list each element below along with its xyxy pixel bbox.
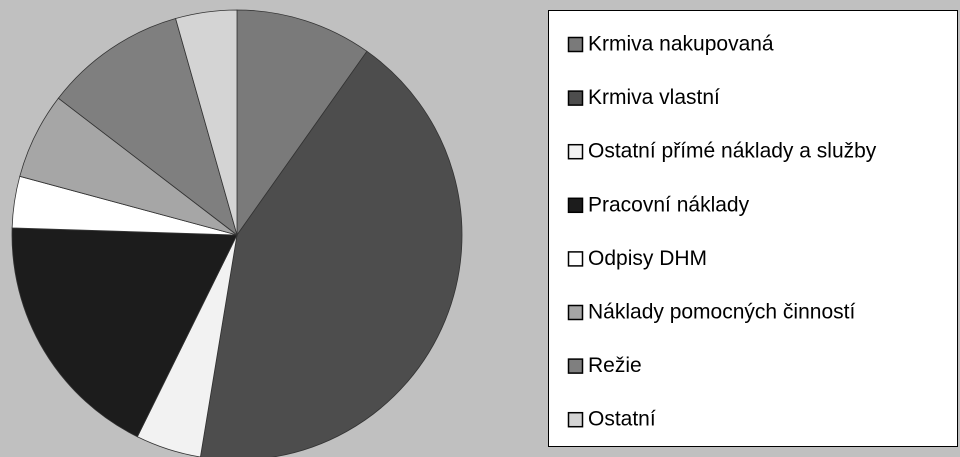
pie-slice [175,9,238,236]
pie-slice [57,18,238,237]
legend-label: Odpisy DHM [588,247,707,270]
legend-label: Ostatní [588,408,656,431]
legend-label: Pracovní náklady [588,193,750,216]
legend-swatch [567,411,584,428]
pie-slice [11,227,238,438]
pie-slice [236,9,368,237]
legend-box [548,10,958,447]
legend-label: Krmiva nakupovaná [588,33,774,56]
legend-label: Ostatní přímé náklady a služby [588,140,877,163]
legend-swatch [567,197,584,214]
legend-label: Náklady pomocných činností [588,301,855,324]
legend-label: Krmiva vlastní [588,86,720,109]
legend-swatch [567,90,584,106]
legend-swatch [567,251,584,267]
legend-swatch [567,36,584,53]
legend-swatch [567,143,584,160]
legend-label: Režie [588,354,642,377]
pie-slice [200,50,463,457]
legend-swatch [567,358,584,374]
legend-swatch [567,304,584,321]
